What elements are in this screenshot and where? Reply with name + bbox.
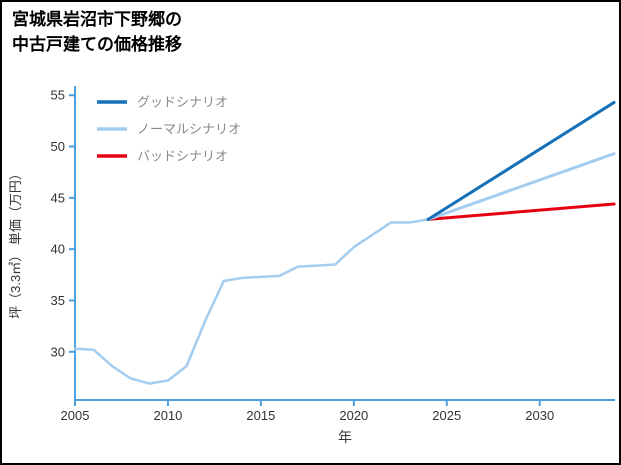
legend-label: ノーマルシナリオ [137,122,241,137]
chart-title-line1: 宮城県岩沼市下野郷の [12,10,182,29]
y-tick-label: 35 [51,293,65,308]
series-lines [73,100,616,385]
series-line-ノーマルシナリオ [426,152,616,221]
chart-title: 宮城県岩沼市下野郷の 中古戸建ての価格推移 [12,8,182,57]
y-tick-label: 45 [51,190,65,205]
series-line-historical [73,218,430,385]
legend-label: グッドシナリオ [137,95,228,110]
legend-label: バッドシナリオ [137,149,228,164]
x-tick-label: 2020 [339,408,368,423]
axes: 2005 2010 2015 2020 2025 2030 30 35 40 45 50 55 年 坪（3… [8,86,615,445]
y-tick-label: 50 [51,139,65,154]
y-tick-label: 30 [51,344,65,359]
x-tick-label: 2005 [61,408,90,423]
x-tick-label: 2025 [432,408,461,423]
y-tick-label: 40 [51,242,65,257]
x-tick-label: 2030 [525,408,554,423]
x-tick-label: 2015 [246,408,275,423]
x-tick-label: 2010 [153,408,182,423]
x-axis-label: 年 [338,429,352,445]
series-line-バッドシナリオ [426,202,616,221]
y-axis-label: 坪（3.3㎡） 単価（万円） [8,167,23,319]
series-line-グッドシナリオ [426,100,616,221]
chart-title-line2: 中古戸建ての価格推移 [12,34,182,54]
y-tick-label: 55 [51,88,65,103]
